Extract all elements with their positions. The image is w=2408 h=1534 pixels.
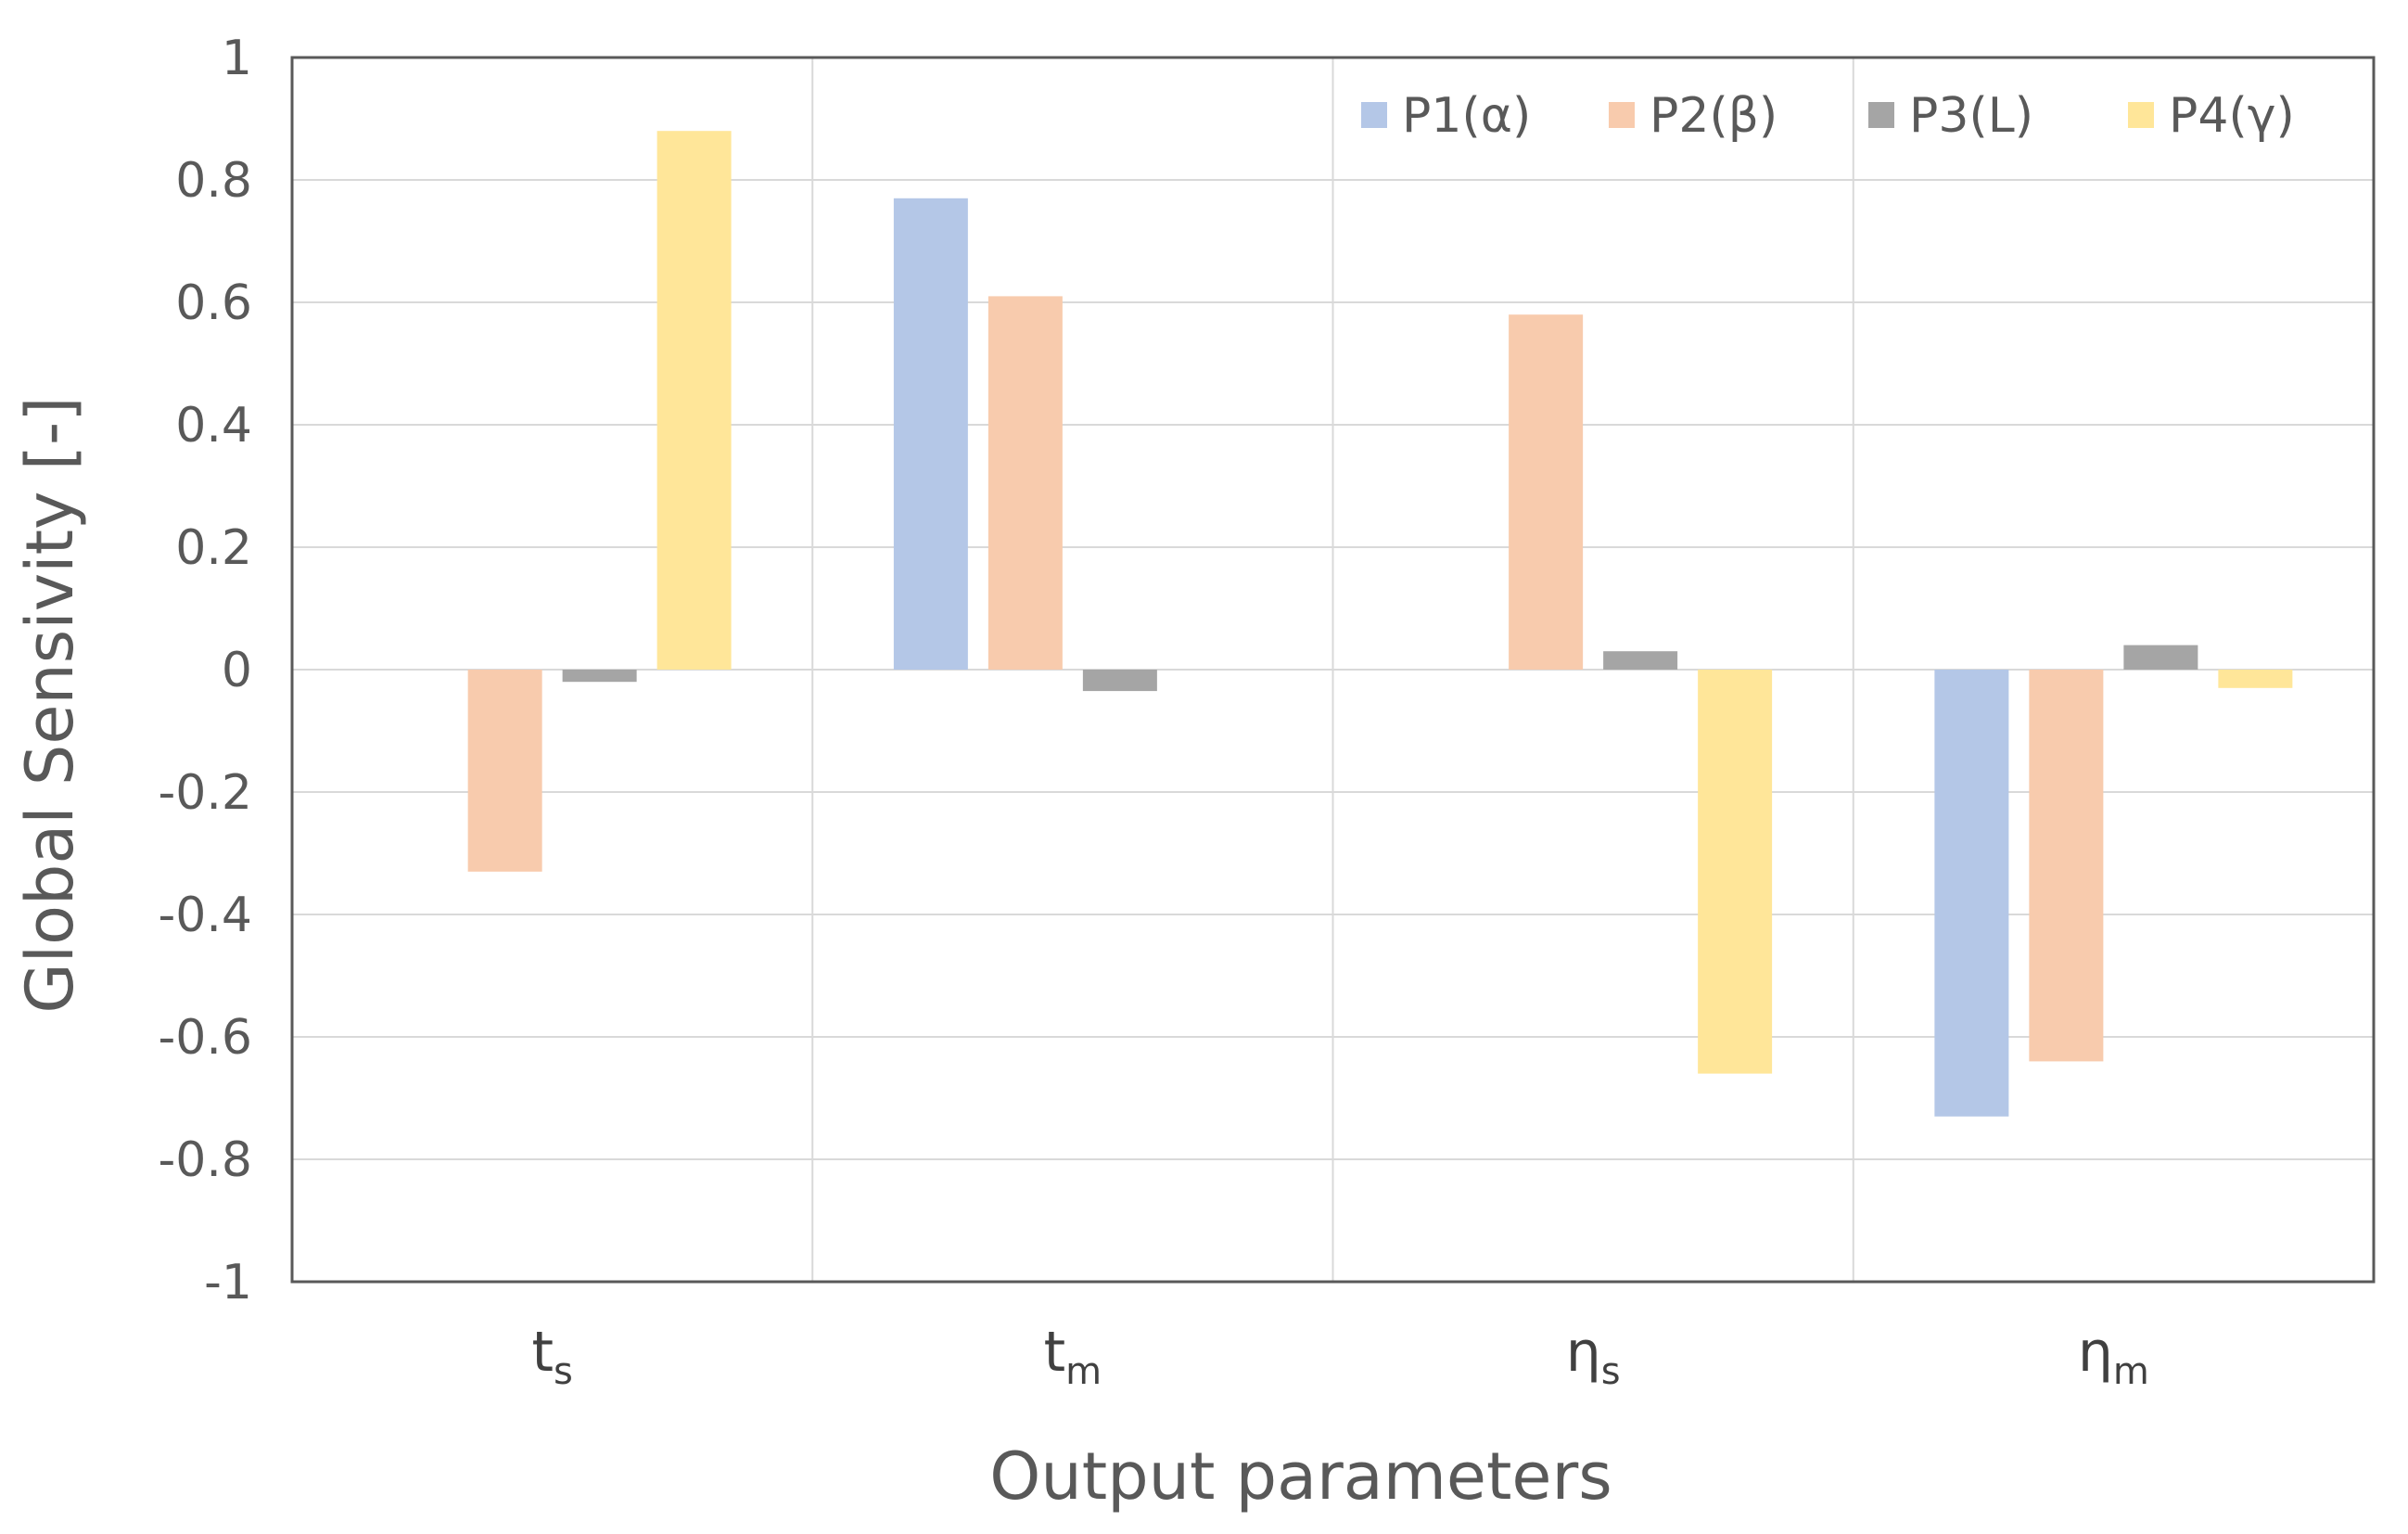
bar-2-cat-1 bbox=[467, 670, 542, 872]
legend: P1(α) P2(β) P3(L) P4(γ) bbox=[1361, 88, 2295, 144]
legend-swatch bbox=[2128, 102, 2154, 128]
bar-1-cat-2 bbox=[893, 198, 968, 671]
category-subscript: s bbox=[554, 1350, 573, 1393]
legend-label: P2(β) bbox=[1650, 88, 1777, 144]
y-tick-label: -0.2 bbox=[159, 765, 252, 821]
bar-3-cat-2 bbox=[1082, 670, 1157, 692]
bar-4-cat-3 bbox=[1698, 670, 1773, 1074]
bar-3-cat-1 bbox=[562, 670, 637, 683]
y-tick-label: 0.2 bbox=[175, 520, 252, 576]
legend-label: P1(α) bbox=[1402, 88, 1531, 144]
y-tick-label: 0.6 bbox=[175, 275, 252, 331]
category-symbol: t bbox=[1044, 1320, 1066, 1385]
y-tick-label: -1 bbox=[204, 1255, 252, 1310]
legend-swatch bbox=[1868, 102, 1894, 128]
category-subscript: m bbox=[1065, 1350, 1102, 1393]
plot-area-frame bbox=[290, 56, 2376, 1284]
legend-label: P4(γ) bbox=[2169, 88, 2295, 144]
category-symbol: η bbox=[1566, 1320, 1601, 1385]
bars bbox=[467, 131, 2293, 1117]
y-tick-label: 0.8 bbox=[175, 153, 252, 209]
category-symbol: t bbox=[531, 1320, 554, 1385]
legend-swatch bbox=[1361, 102, 1387, 128]
bar-2-cat-4 bbox=[2029, 670, 2104, 1062]
y-tick-label: -0.4 bbox=[159, 888, 252, 943]
bar-3-cat-4 bbox=[2123, 645, 2198, 670]
y-axis-title: Global Sensivity [-] bbox=[12, 396, 88, 1013]
y-tick-label: 0.4 bbox=[175, 398, 252, 454]
bar-4-cat-1 bbox=[656, 131, 732, 670]
bar-2-cat-3 bbox=[1509, 314, 1584, 670]
bar-4-cat-4 bbox=[2218, 670, 2293, 688]
legend-swatch bbox=[1609, 102, 1635, 128]
y-tick-label: -0.6 bbox=[159, 1010, 252, 1066]
category-subscript: m bbox=[2113, 1350, 2149, 1393]
bar-1-cat-4 bbox=[1934, 670, 2009, 1117]
x-category-label: ηm bbox=[2078, 1320, 2149, 1393]
y-tick-label: 1 bbox=[222, 31, 252, 86]
x-category-label: ts bbox=[531, 1320, 572, 1393]
bar-3-cat-3 bbox=[1603, 651, 1678, 670]
x-axis-title: Output parameters bbox=[989, 1438, 1612, 1515]
y-tick-label: -0.8 bbox=[159, 1132, 252, 1188]
x-axis-category-labels: ts tm ηs ηm bbox=[531, 1320, 2148, 1393]
y-axis-tick-labels: 1 0.8 0.6 0.4 0.2 0 -0.2 -0.4 -0.6 -0.8 -1 bbox=[159, 31, 252, 1310]
category-subscript: s bbox=[1601, 1350, 1621, 1393]
bar-2-cat-2 bbox=[987, 296, 1063, 670]
y-tick-label: 0 bbox=[222, 643, 252, 698]
category-symbol: η bbox=[2078, 1320, 2113, 1385]
x-category-label: ηs bbox=[1566, 1320, 1621, 1393]
gridlines bbox=[292, 58, 2374, 1282]
x-category-label: tm bbox=[1044, 1320, 1102, 1393]
legend-label: P3(L) bbox=[1909, 88, 2033, 144]
